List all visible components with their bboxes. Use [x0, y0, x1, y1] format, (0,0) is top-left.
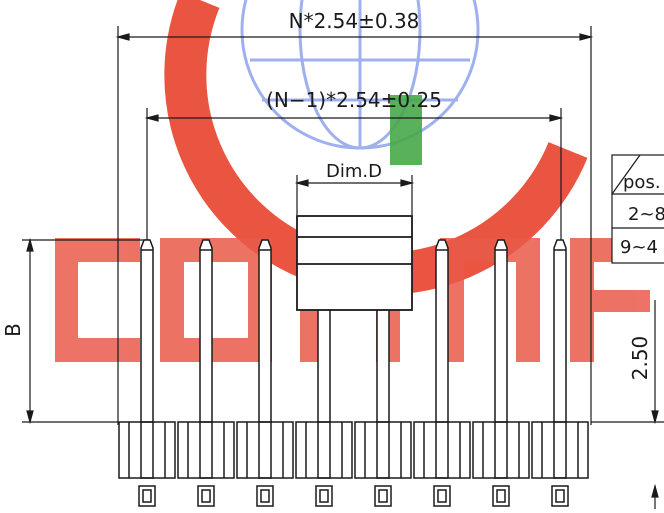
b-arrow-top	[26, 237, 34, 252]
pin-housing	[236, 421, 294, 479]
pitch-span-label: (N−1)*2.54±0.25	[266, 88, 442, 112]
logo-green-stem	[390, 95, 422, 165]
pin-tail	[433, 485, 451, 507]
pin-tail	[551, 485, 569, 507]
pin-upper	[258, 239, 272, 422]
h250-arrow	[651, 410, 659, 425]
overall-dimension-label: N*2.54±0.38	[289, 9, 420, 33]
pin-housing	[531, 421, 589, 479]
labels: N*2.54±0.38 (N−1)*2.54±0.25 Dim.D B 2.50…	[1, 9, 664, 380]
dimension-lines	[22, 26, 664, 509]
table-row-1-label: 2~8	[628, 204, 664, 225]
h250-arrow-lower	[651, 483, 659, 498]
pin-housing	[118, 421, 176, 479]
pin-through-housing	[553, 421, 567, 479]
pin-through-housing	[435, 421, 449, 479]
position-table	[611, 154, 664, 264]
pin-tail-inner	[437, 489, 447, 503]
table-row-2-label: 9~4	[620, 237, 658, 258]
spacer-block	[296, 215, 413, 311]
pin-tail	[256, 485, 274, 507]
pin-through-housing	[140, 421, 154, 479]
pin-header	[118, 239, 589, 507]
pin-through-housing	[494, 421, 508, 479]
pin-tail-inner	[201, 489, 211, 503]
pitch-arrow-left	[144, 114, 159, 122]
overall-arrow-left	[115, 33, 130, 41]
pin-tail-inner	[378, 489, 388, 503]
pin-tail-inner	[260, 489, 270, 503]
pin-housing	[177, 421, 235, 479]
pin-upper	[494, 239, 508, 422]
pin-through-housing	[258, 421, 272, 479]
pin-through-housing	[376, 421, 390, 479]
table-diagonal	[611, 154, 641, 195]
pin-housing	[413, 421, 471, 479]
dimd-arrow-right	[400, 179, 415, 187]
pin-tail	[492, 485, 510, 507]
pin-tail	[315, 485, 333, 507]
pin-tail-inner	[319, 489, 329, 503]
pin-tail-inner	[496, 489, 506, 503]
pin-upper	[140, 239, 154, 422]
pin-housing	[472, 421, 530, 479]
pin-tail-inner	[142, 489, 152, 503]
overall-arrow-right	[579, 33, 594, 41]
table-frame	[611, 154, 664, 264]
pin-tail-inner	[555, 489, 565, 503]
pin-upper	[199, 239, 213, 422]
b-arrow-bottom	[26, 410, 34, 425]
height-b-label: B	[1, 323, 25, 337]
pin-upper	[435, 239, 449, 422]
dim-d-label: Dim.D	[326, 161, 382, 182]
pin-upper	[553, 239, 567, 422]
table-header-label: pos.	[623, 172, 661, 193]
height-250-label: 2.50	[628, 336, 652, 381]
pin-housing	[295, 421, 353, 479]
plastic-spacer	[296, 215, 413, 311]
pin-through-housing	[317, 421, 331, 479]
pin-tail	[374, 485, 392, 507]
pin-tail	[197, 485, 215, 507]
dimd-arrow-left	[294, 179, 309, 187]
pin-housing	[354, 421, 412, 479]
pitch-arrow-right	[549, 114, 564, 122]
pin-through-housing	[199, 421, 213, 479]
pin-tail	[138, 485, 156, 507]
